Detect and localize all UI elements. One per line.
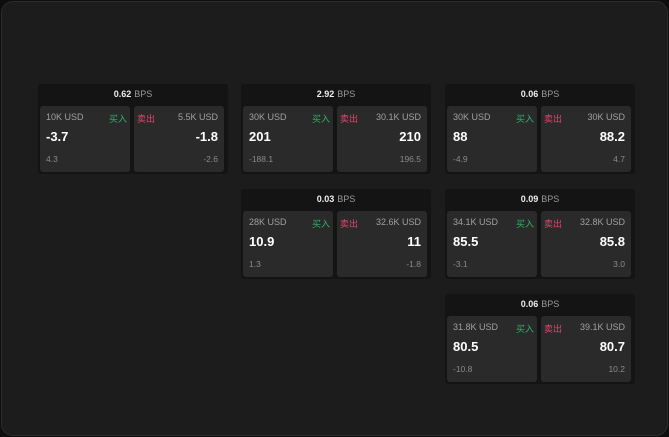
- spread-unit: BPS: [541, 89, 560, 99]
- buy-price: 201: [249, 129, 271, 144]
- buy-size: 10K USD: [46, 112, 84, 122]
- spread-header: 2.92 BPS: [241, 84, 431, 104]
- spread-value: 2.92: [316, 89, 335, 99]
- spread-value: 0.03: [316, 194, 335, 204]
- sell-change: -1.8: [406, 259, 421, 269]
- sell-cell[interactable]: 32.8K USD 卖出 85.8 3.0: [541, 211, 631, 277]
- buy-price: -3.7: [46, 129, 69, 144]
- spread-unit: BPS: [541, 194, 560, 204]
- buy-label: 买入: [311, 219, 330, 229]
- sell-change: 3.0: [613, 259, 625, 269]
- buy-cell[interactable]: 30K USD 买入 88 -4.9: [447, 106, 537, 172]
- sell-price: 80.7: [599, 339, 625, 354]
- spread-header: 0.09 BPS: [445, 189, 635, 209]
- sell-price: -1.8: [195, 129, 218, 144]
- buy-price: 80.5: [453, 339, 479, 354]
- spread-value: 0.09: [520, 194, 539, 204]
- sell-change: 196.5: [399, 154, 421, 164]
- buy-label: 买入: [515, 219, 534, 229]
- buy-size: 28K USD: [249, 217, 287, 227]
- sell-cell[interactable]: 30K USD 卖出 88.2 4.7: [541, 106, 631, 172]
- spread-unit: BPS: [337, 89, 356, 99]
- spread-unit: BPS: [541, 299, 560, 309]
- buy-cell[interactable]: 34.1K USD 买入 85.5 -3.1: [447, 211, 537, 277]
- sell-change: 4.7: [613, 154, 625, 164]
- buy-size: 30K USD: [249, 112, 287, 122]
- spread-value: 0.06: [520, 299, 539, 309]
- buy-change: -3.1: [453, 259, 468, 269]
- buy-label: 买入: [515, 114, 534, 124]
- buy-change: -10.8: [453, 364, 473, 374]
- quote-card: 0.06 BPS 31.8K USD 买入 80.5 -10.8 39.1K US…: [445, 294, 635, 384]
- buy-size: 31.8K USD: [453, 322, 499, 332]
- quote-card: 0.62 BPS 10K USD 买入 -3.7 4.3 5.5K USD 卖出 …: [38, 84, 228, 174]
- sell-cell[interactable]: 39.1K USD 卖出 80.7 10.2: [541, 316, 631, 382]
- spread-value: 0.62: [113, 89, 132, 99]
- buy-cell[interactable]: 10K USD 买入 -3.7 4.3: [40, 106, 130, 172]
- sell-size: 5.5K USD: [177, 112, 218, 122]
- sell-cell[interactable]: 5.5K USD 卖出 -1.8 -2.6: [134, 106, 224, 172]
- buy-change: -4.9: [453, 154, 468, 164]
- sell-label: 卖出: [544, 114, 563, 124]
- buy-price: 88: [453, 129, 468, 144]
- sell-price: 11: [407, 234, 421, 249]
- buy-cell[interactable]: 28K USD 买入 10.9 1.3: [243, 211, 333, 277]
- sell-size: 32.8K USD: [579, 217, 625, 227]
- sell-label: 卖出: [340, 219, 359, 229]
- buy-change: 1.3: [249, 259, 261, 269]
- sell-size: 30K USD: [587, 112, 625, 122]
- spread-unit: BPS: [337, 194, 356, 204]
- sell-price: 88.2: [599, 129, 625, 144]
- buy-size: 30K USD: [453, 112, 491, 122]
- sell-label: 卖出: [137, 114, 156, 124]
- spread-unit: BPS: [134, 89, 153, 99]
- quote-card: 2.92 BPS 30K USD 买入 201 -188.1 30.1K USD …: [241, 84, 431, 174]
- sell-label: 卖出: [340, 114, 359, 124]
- buy-change: 4.3: [46, 154, 58, 164]
- buy-cell[interactable]: 31.8K USD 买入 80.5 -10.8: [447, 316, 537, 382]
- quote-card: 0.06 BPS 30K USD 买入 88 -4.9 30K USD 卖出 88…: [445, 84, 635, 174]
- sell-cell[interactable]: 30.1K USD 卖出 210 196.5: [337, 106, 427, 172]
- sell-price: 85.8: [599, 234, 625, 249]
- spread-header: 0.03 BPS: [241, 189, 431, 209]
- buy-price: 85.5: [453, 234, 479, 249]
- spread-header: 0.06 BPS: [445, 294, 635, 314]
- sell-label: 卖出: [544, 324, 563, 334]
- spread-value: 0.06: [520, 89, 539, 99]
- sell-size: 30.1K USD: [375, 112, 421, 122]
- sell-cell[interactable]: 32.6K USD 卖出 11 -1.8: [337, 211, 427, 277]
- spread-header: 0.62 BPS: [38, 84, 228, 104]
- sell-change: 10.2: [608, 364, 625, 374]
- quote-card: 0.09 BPS 34.1K USD 买入 85.5 -3.1 32.8K USD…: [445, 189, 635, 279]
- sell-label: 卖出: [544, 219, 563, 229]
- sell-size: 39.1K USD: [579, 322, 625, 332]
- sell-size: 32.6K USD: [375, 217, 421, 227]
- buy-price: 10.9: [249, 234, 275, 249]
- buy-label: 买入: [311, 114, 330, 124]
- buy-label: 买入: [515, 324, 534, 334]
- buy-change: -188.1: [249, 154, 274, 164]
- spread-header: 0.06 BPS: [445, 84, 635, 104]
- sell-price: 210: [399, 129, 421, 144]
- buy-label: 买入: [108, 114, 127, 124]
- sell-change: -2.6: [203, 154, 218, 164]
- quote-card: 0.03 BPS 28K USD 买入 10.9 1.3 32.6K USD 卖出…: [241, 189, 431, 279]
- buy-cell[interactable]: 30K USD 买入 201 -188.1: [243, 106, 333, 172]
- buy-size: 34.1K USD: [453, 217, 499, 227]
